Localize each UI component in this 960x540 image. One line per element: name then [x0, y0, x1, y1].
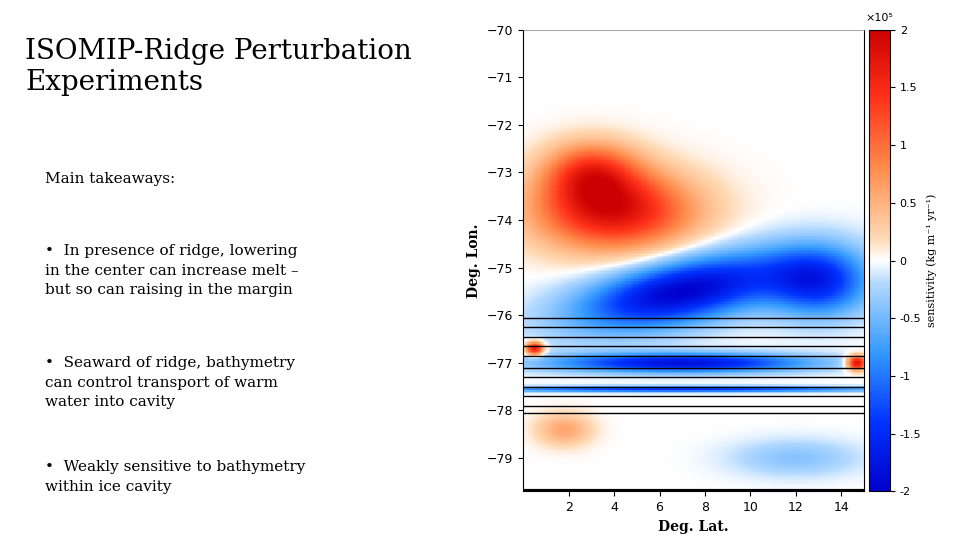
Text: Main takeaways:: Main takeaways:	[45, 172, 175, 186]
Y-axis label: sensitivity (kg m⁻¹ yr⁻¹): sensitivity (kg m⁻¹ yr⁻¹)	[926, 194, 937, 327]
X-axis label: Deg. Lat.: Deg. Lat.	[659, 519, 729, 534]
Text: •  Seaward of ridge, bathymetry
can control transport of warm
water into cavity: • Seaward of ridge, bathymetry can contr…	[45, 356, 295, 409]
Text: •  In presence of ridge, lowering
in the center can increase melt –
but so can r: • In presence of ridge, lowering in the …	[45, 244, 299, 298]
Text: ISOMIP-Ridge Perturbation
Experiments: ISOMIP-Ridge Perturbation Experiments	[25, 38, 412, 97]
Text: •  Weakly sensitive to bathymetry
within ice cavity: • Weakly sensitive to bathymetry within …	[45, 460, 305, 494]
Text: ×10⁵: ×10⁵	[866, 13, 893, 23]
Y-axis label: Deg. Lon.: Deg. Lon.	[468, 224, 481, 298]
